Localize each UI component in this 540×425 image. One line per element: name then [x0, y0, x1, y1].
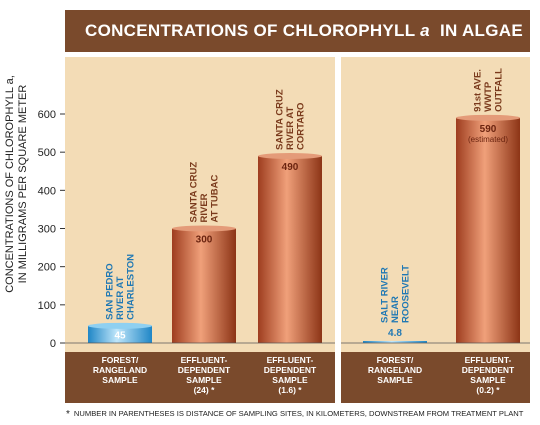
- site-label-line: SALT RIVER: [380, 267, 391, 323]
- y-tick-label: 300: [38, 224, 56, 236]
- site-label-line: OUTFALL: [494, 68, 505, 112]
- category-label-line: RANGELAND: [368, 365, 422, 375]
- site-label-line: RIVER: [199, 193, 210, 222]
- chart-title: CONCENTRATIONS OF CHLOROPHYLL a IN ALGAE: [85, 10, 523, 52]
- site-label-line: SANTA CRUZ: [275, 89, 286, 150]
- y-tick-label: 500: [38, 147, 56, 159]
- category-label-line: SAMPLE: [186, 375, 222, 385]
- site-label-line: NEAR: [390, 296, 401, 323]
- category-label-line: SAMPLE: [377, 375, 413, 385]
- category-label-line: EFFLUENT-: [267, 355, 314, 365]
- category-label-line: EFFLUENT-: [181, 355, 228, 365]
- bar: [172, 228, 236, 343]
- bar: [363, 341, 427, 343]
- bar-value-note: (estimated): [468, 135, 508, 144]
- footnote-marker: *: [66, 409, 70, 420]
- category-label-line: SAMPLE: [102, 375, 138, 385]
- footnote: * NUMBER IN PARENTHESES IS DISTANCE OF SA…: [66, 409, 536, 420]
- y-tick-label: 100: [38, 300, 56, 312]
- y-tick-label: 600: [38, 109, 56, 121]
- bar-value-label: 490: [282, 162, 299, 173]
- y-tick-label: 400: [38, 185, 56, 197]
- bar-top: [172, 225, 236, 232]
- title-part-italic: a: [420, 21, 430, 40]
- category-label-line: RANGELAND: [93, 365, 147, 375]
- site-label-line: SANTA CRUZ: [189, 162, 200, 223]
- category-label-line: DEPENDENT: [462, 365, 515, 375]
- site-label-line: 91st AVE.: [473, 69, 484, 112]
- category-label-line: (1.6) *: [278, 385, 302, 395]
- bar-value-label: 4.8: [388, 328, 402, 339]
- category-label-line: DEPENDENT: [178, 365, 231, 375]
- category-label-line: FOREST/: [102, 355, 139, 365]
- title-band: CONCENTRATIONS OF CHLOROPHYLL a IN ALGAE: [65, 10, 530, 52]
- bar-top: [456, 114, 520, 121]
- site-label-line: RIVER AT: [285, 107, 296, 150]
- category-band-2: [341, 352, 530, 403]
- site-label-line: SAN PEDRO: [105, 263, 116, 319]
- site-label-line: CORTARO: [296, 103, 307, 150]
- category-label-line: (24) *: [194, 385, 215, 395]
- category-band-1: [65, 352, 335, 403]
- category-label-line: SAMPLE: [272, 375, 308, 385]
- site-label-line: AT TUBAC: [210, 175, 221, 223]
- y-tick-label: 0: [50, 338, 56, 350]
- bar: [88, 325, 152, 343]
- footnote-text: NUMBER IN PARENTHESES IS DISTANCE OF SAM…: [73, 409, 524, 418]
- bar-value-label: 590: [480, 124, 497, 135]
- category-label-line: DEPENDENT: [264, 365, 317, 375]
- site-label-line: WWTP: [483, 81, 494, 112]
- category-label-line: FOREST/: [377, 355, 414, 365]
- site-label-line: CHARLESTON: [126, 254, 137, 320]
- title-part-1: CONCENTRATIONS OF CHLOROPHYLL: [85, 21, 416, 40]
- category-label-line: SAMPLE: [470, 375, 506, 385]
- y-tick-label: 200: [38, 262, 56, 274]
- bar: [456, 117, 520, 343]
- category-label-line: EFFLUENT-: [465, 355, 512, 365]
- site-label-line: ROOSEVELT: [401, 265, 412, 323]
- category-label-line: (0.2) *: [476, 385, 500, 395]
- bar-top: [88, 322, 152, 329]
- bar: [258, 155, 322, 343]
- bar-value-label: 45: [114, 330, 126, 341]
- site-label-line: RIVER AT: [115, 276, 126, 319]
- title-part-2: IN ALGAE: [439, 21, 523, 40]
- bar-top: [258, 152, 322, 159]
- bar-value-label: 300: [196, 235, 213, 246]
